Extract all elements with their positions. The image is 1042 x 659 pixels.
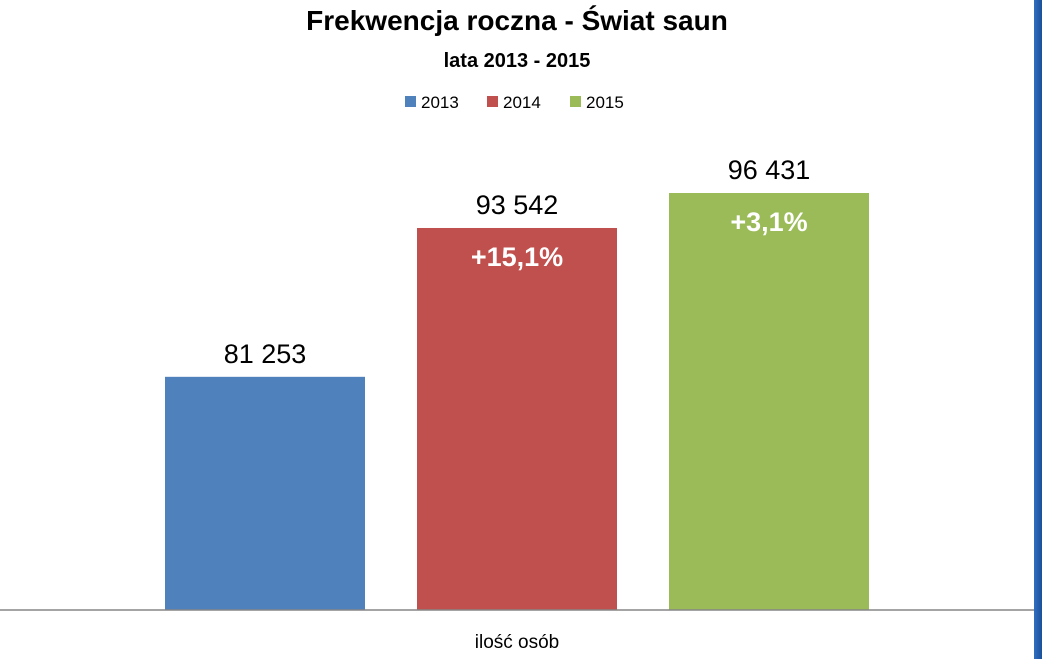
chart-title: Frekwencja roczna - Świat saun	[306, 5, 728, 36]
legend-label-2014: 2014	[503, 93, 541, 112]
change-label-2015: +3,1%	[730, 207, 807, 237]
bar-2014	[417, 227, 617, 610]
data-label-2014: 93 542	[476, 190, 559, 220]
legend-swatch-2014	[487, 96, 498, 107]
window-border	[1034, 0, 1042, 659]
legend: 2013 2014 2015	[405, 93, 624, 112]
bar-2015	[669, 193, 869, 610]
legend-swatch-2015	[570, 96, 581, 107]
legend-swatch-2013	[405, 96, 416, 107]
data-label-2015: 96 431	[728, 155, 811, 185]
legend-label-2013: 2013	[421, 93, 459, 112]
bars-group: 81 253 93 542 +15,1% 96 431 +3,1%	[165, 155, 869, 610]
legend-label-2015: 2015	[586, 93, 624, 112]
change-label-2014: +15,1%	[471, 242, 563, 272]
chart-subtitle: lata 2013 - 2015	[444, 50, 591, 72]
x-axis-category-label: ilość osób	[475, 632, 560, 653]
bar-2013	[165, 376, 365, 610]
data-label-2013: 81 253	[224, 339, 307, 369]
